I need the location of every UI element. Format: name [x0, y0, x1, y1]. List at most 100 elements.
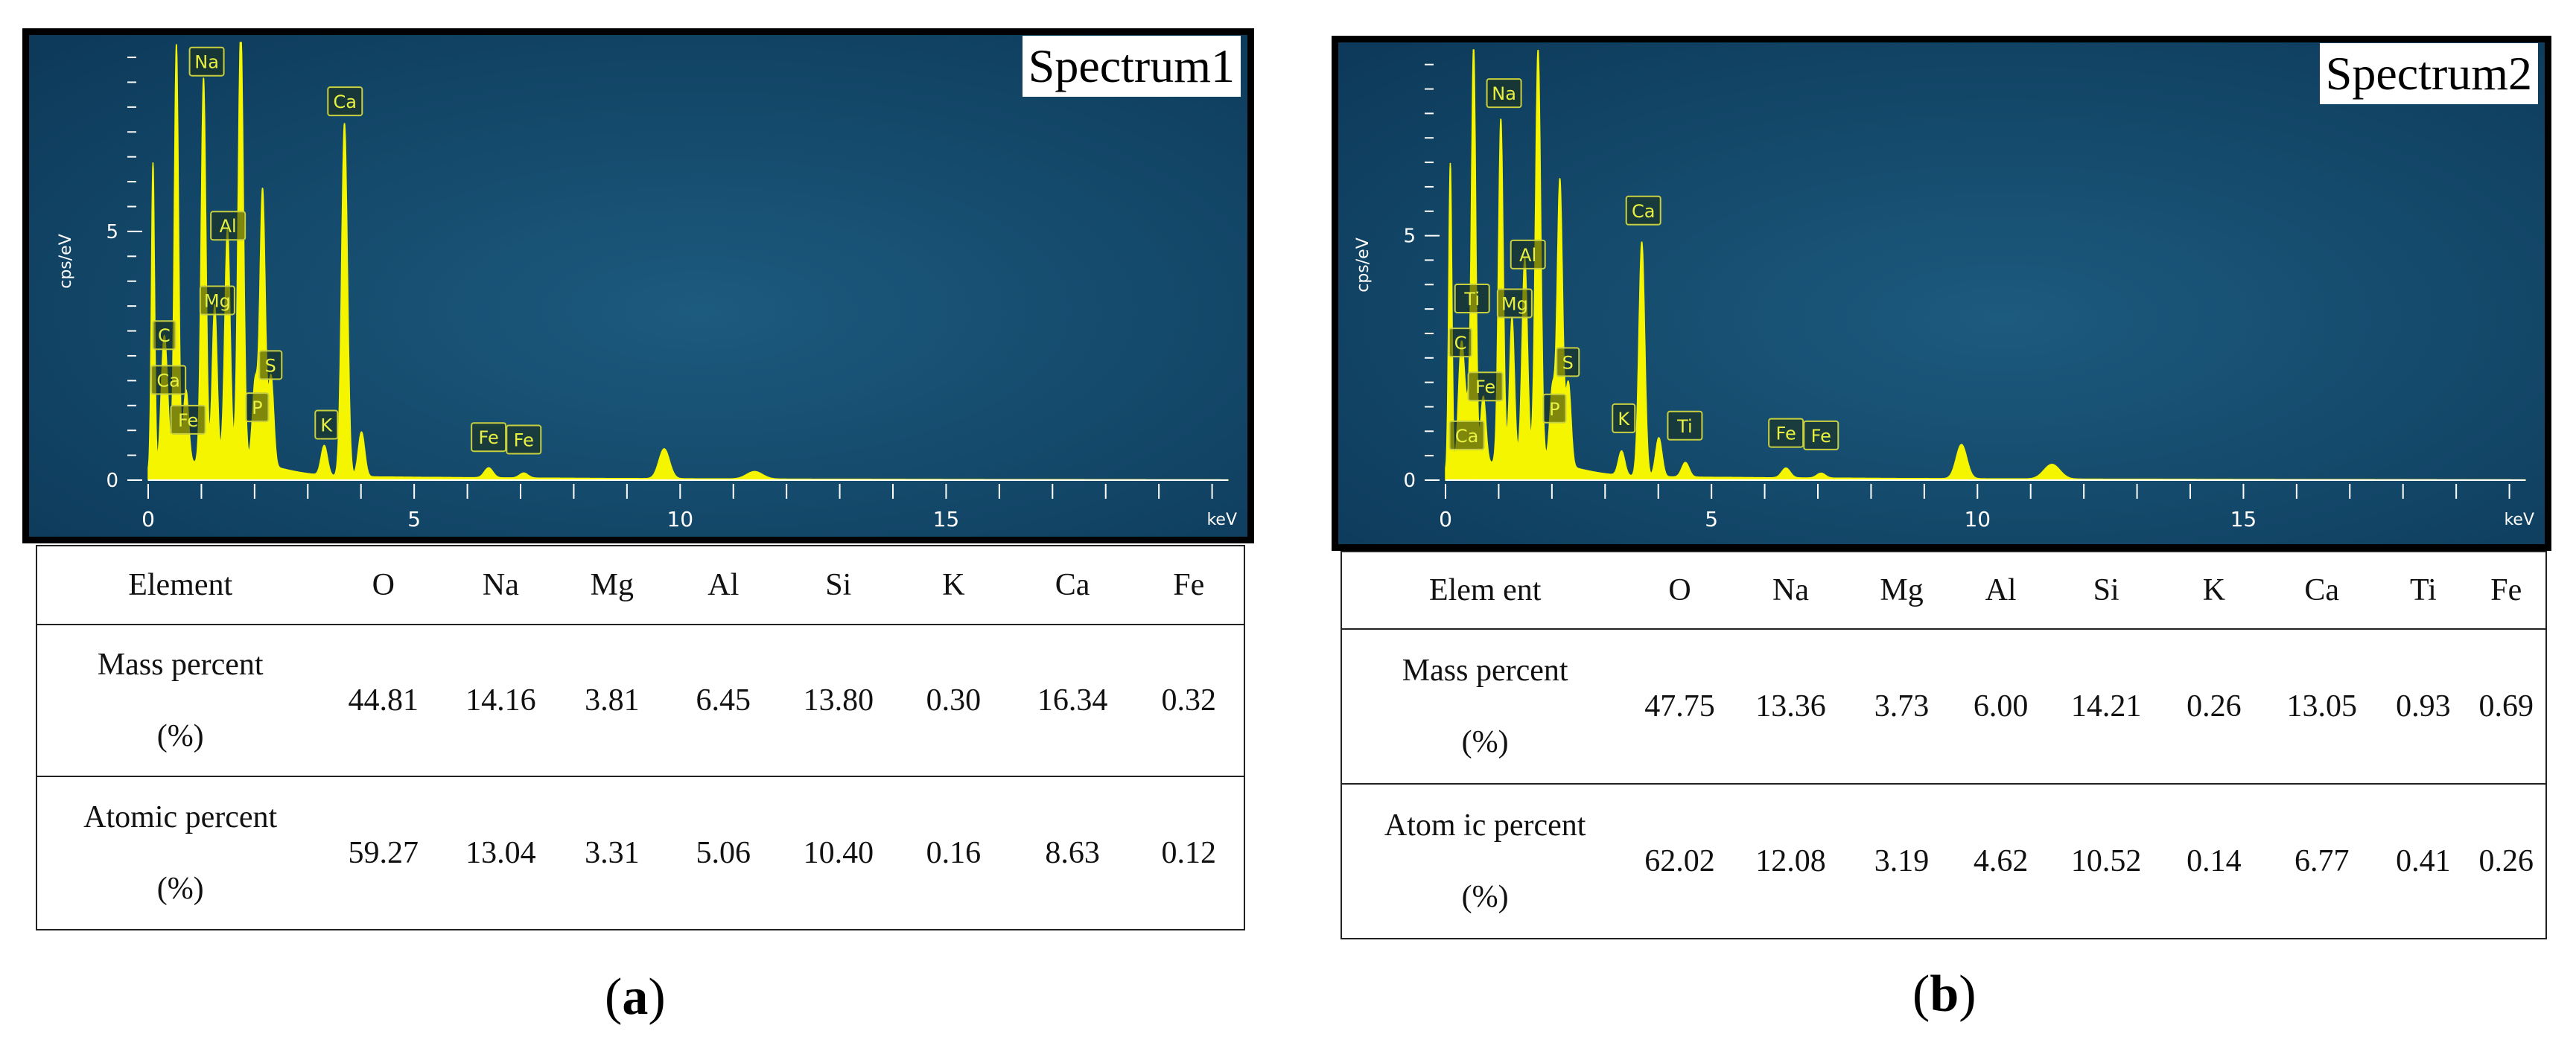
peak-label-box	[152, 320, 176, 351]
table-cell: 16.34	[1011, 624, 1134, 777]
header-cell: K	[2163, 551, 2264, 630]
peak-label-box	[210, 211, 247, 241]
peak-label-na: Na	[188, 46, 225, 77]
header-cell: O	[323, 545, 444, 625]
table-header-row: Elem ent O Na Mg Al Si K Ca Ti Fe	[1340, 551, 2547, 630]
header-cell: Ca	[2263, 551, 2380, 630]
table-cell: 13.05	[2263, 628, 2380, 785]
table-row: Atomic percent (%) 59.27 13.04 3.31 5.06…	[35, 776, 1246, 930]
peak-label-fe: Fe	[170, 404, 206, 435]
table-row: Mass percent (%) 44.81 14.16 3.81 6.45 1…	[35, 624, 1246, 777]
row-label-unit: (%)	[1461, 880, 1509, 914]
y-tick-label: 5	[106, 221, 118, 243]
y-axis-label: cps/eV	[1354, 237, 1373, 293]
peak-label-c: C	[1448, 328, 1472, 358]
row-label-unit: (%)	[1461, 725, 1509, 759]
peak-label-text: S	[1562, 352, 1574, 373]
spectrum-1-chart: 051015keV05cps/eVOSiNaCaAlMgCSCaPFeKFeFe…	[22, 28, 1254, 543]
table-cell: 13.04	[443, 776, 559, 930]
table-cell: 14.21	[2048, 628, 2164, 785]
table-cell: 47.75	[1628, 628, 1731, 785]
peak-label-box	[471, 422, 507, 453]
peak-label-ti: Ti	[1667, 410, 1703, 441]
spectrum-2-chart: 051015keV05cps/eVOSiNaCaAlTiMgCSFePKTiCa…	[1332, 36, 2551, 551]
peak-label-box	[1667, 410, 1703, 441]
table-cell: 12.08	[1731, 783, 1851, 939]
peak-label-text: Ti	[1463, 289, 1480, 310]
table-cell: 10.52	[2048, 783, 2164, 939]
peak-label-al: Al	[210, 211, 247, 241]
y-tick-label: 5	[1403, 226, 1416, 248]
peak-label-p: P	[245, 392, 270, 423]
peak-label-box	[314, 409, 339, 440]
table-cell: 8.63	[1011, 776, 1134, 930]
peak-label-ca: Ca	[1448, 420, 1485, 450]
peak-label-box	[1612, 403, 1636, 433]
peak-label-box	[199, 285, 235, 316]
table-cell: 0.32	[1133, 624, 1246, 777]
header-cell: Al	[665, 545, 781, 625]
header-cell: Element	[35, 545, 324, 625]
row-label-line: Mass percent	[1402, 654, 1568, 688]
table-cell: 6.77	[2263, 783, 2380, 939]
row-label: Atom ic percent (%)	[1340, 783, 1629, 939]
table-cell: 0.14	[2163, 783, 2264, 939]
x-tick-label: 10	[1964, 507, 1991, 531]
x-tick-label: 5	[407, 507, 421, 531]
x-tick-label: 0	[1439, 507, 1452, 531]
peak-label-mg: Mg	[199, 285, 235, 316]
peak-label-ca: Ca	[1625, 195, 1661, 226]
table-cell: 44.81	[323, 624, 444, 777]
peak-label-text: Al	[220, 216, 237, 237]
peak-label-fe: Fe	[1467, 371, 1504, 402]
header-cell: Na	[1731, 551, 1851, 630]
header-cell: Mg	[558, 545, 666, 625]
x-axis-label: keV	[1206, 511, 1237, 529]
peak-label-fe: Fe	[506, 424, 542, 455]
table-cell: 0.30	[896, 624, 1011, 777]
table-header-row: Element O Na Mg Al Si K Ca Fe	[35, 545, 1246, 625]
peak-label-text: Mg	[1501, 294, 1528, 315]
row-label: Mass percent (%)	[1340, 628, 1629, 785]
row-label-unit: (%)	[156, 872, 204, 906]
peak-label-k: K	[314, 409, 339, 440]
table-row: Atom ic percent (%) 62.02 12.08 3.19 4.6…	[1340, 783, 2547, 939]
table-cell: 3.19	[1850, 783, 1953, 939]
peak-label-box	[1625, 195, 1661, 226]
peak-label-text: Na	[194, 52, 219, 73]
peak-label-text: Ca	[156, 370, 179, 391]
peak-label-text: S	[265, 355, 276, 376]
peak-label-k: K	[1612, 403, 1636, 433]
peak-label-box	[1486, 78, 1522, 109]
row-label: Atomic percent (%)	[35, 776, 324, 930]
peak-label-text: Fe	[178, 410, 198, 431]
table-cell: 13.80	[780, 624, 897, 777]
peak-label-box	[245, 392, 270, 423]
caption-letter: a	[622, 968, 649, 1026]
peak-label-ca: Ca	[150, 365, 187, 395]
header-cell: Ca	[1011, 545, 1134, 625]
peak-label-fe: Fe	[1768, 418, 1804, 448]
peak-label-text: Fe	[1811, 426, 1831, 447]
peak-label-text: Ca	[1455, 426, 1478, 447]
row-label-line: Atomic percent	[83, 800, 278, 834]
peak-label-text: P	[252, 398, 262, 418]
peak-label-text: Fe	[1475, 377, 1495, 398]
peak-label-box	[258, 350, 283, 380]
row-label-line: Mass percent	[97, 648, 264, 682]
header-cell: Si	[780, 545, 897, 625]
table-cell: 59.27	[323, 776, 444, 930]
header-cell: Si	[2048, 551, 2164, 630]
peak-label-box	[506, 424, 542, 455]
peak-label-fe: Fe	[1803, 420, 1839, 450]
table-cell: 14.16	[443, 624, 559, 777]
spectrum-2-plot: 051015keV05cps/eVOSiNaCaAlTiMgCSFePKTiCa…	[1338, 42, 2545, 544]
header-cell: O	[1628, 551, 1731, 630]
table-cell: 0.26	[2467, 783, 2547, 939]
row-label: Mass percent (%)	[35, 624, 324, 777]
header-cell: Na	[443, 545, 559, 625]
peak-label-ti: Ti	[1454, 283, 1490, 313]
table-cell: 0.93	[2379, 628, 2467, 785]
peak-label-c: C	[152, 320, 176, 351]
peak-label-box	[150, 365, 187, 395]
